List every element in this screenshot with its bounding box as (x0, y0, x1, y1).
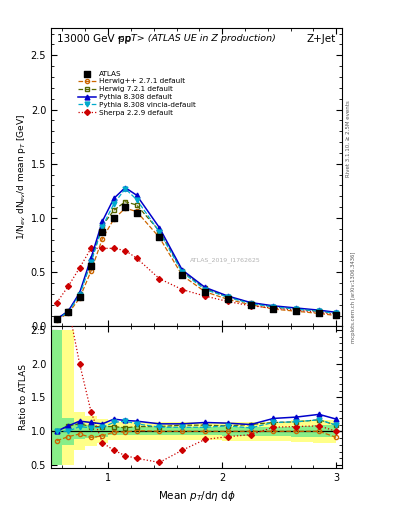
Point (54, 315, 60, 323)
Point (248, 301, 254, 309)
Point (202, 288, 208, 296)
Point (99, 228, 106, 236)
Point (88, 262, 94, 270)
Text: <pT> (ATLAS UE in Z production): <pT> (ATLAS UE in Z production) (117, 34, 276, 43)
X-axis label: Mean $p_T$/d$\eta$ d$\phi$: Mean $p_T$/d$\eta$ d$\phi$ (158, 489, 235, 503)
Text: ATLAS_2019_I1762625: ATLAS_2019_I1762625 (190, 257, 261, 263)
Text: Rivet 3.1.10, ≥ 2.5M events: Rivet 3.1.10, ≥ 2.5M events (345, 100, 350, 177)
Point (293, 307, 299, 315)
Point (270, 305, 277, 313)
Text: Z+Jet: Z+Jet (307, 34, 336, 44)
Y-axis label: 1/N$_{ev}$ dN$_{ev}$/d mean p$_T$ [GeV]: 1/N$_{ev}$ dN$_{ev}$/d mean p$_T$ [GeV] (15, 114, 28, 241)
Point (77, 293, 83, 301)
Text: 13000 GeV pp: 13000 GeV pp (57, 34, 131, 44)
Y-axis label: Ratio to ATLAS: Ratio to ATLAS (19, 365, 28, 431)
Point (225, 295, 231, 304)
Point (156, 233, 163, 242)
Point (333, 310, 339, 318)
Point (134, 208, 140, 217)
Point (111, 214, 117, 222)
Point (179, 271, 185, 280)
Point (316, 309, 322, 317)
Point (122, 203, 129, 211)
Legend: ATLAS, Herwig++ 2.7.1 default, Herwig 7.2.1 default, Pythia 8.308 default, Pythi: ATLAS, Herwig++ 2.7.1 default, Herwig 7.… (75, 68, 198, 119)
Point (65, 308, 72, 316)
Text: mcplots.cern.ch [arXiv:1306.3436]: mcplots.cern.ch [arXiv:1306.3436] (351, 251, 356, 343)
